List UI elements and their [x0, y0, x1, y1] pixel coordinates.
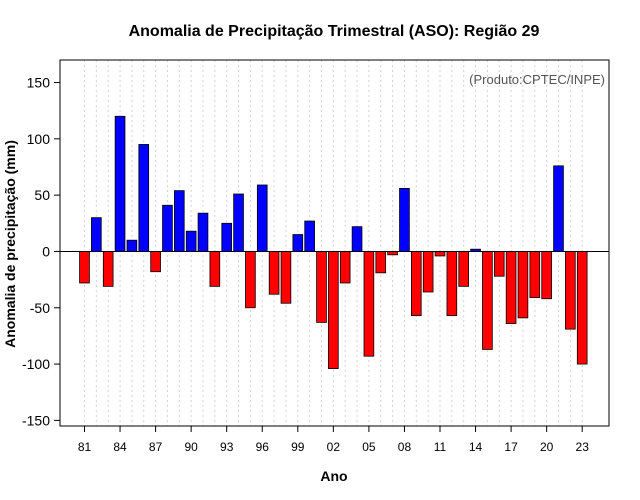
bar-1984: [114, 115, 126, 252]
bar-1994: [233, 193, 244, 252]
y-tick-label: -50: [30, 300, 50, 316]
bar-1987: [150, 251, 161, 273]
x-tick-label: 17: [504, 440, 518, 454]
x-axis: 81 84 87 90 93 96 99 02 05 08 11 14 17 20 23: [78, 426, 589, 454]
x-tick-label: 08: [398, 440, 412, 454]
bar-1993: [221, 222, 233, 252]
x-tick-label: 81: [78, 440, 92, 454]
bar-2013: [458, 251, 469, 287]
bar-2003: [339, 251, 351, 284]
bar-2001: [316, 251, 327, 323]
bar-2020: [541, 251, 552, 300]
x-tick-label: 93: [220, 440, 234, 454]
bar-2015: [482, 251, 493, 350]
y-tick-label: -100: [22, 356, 50, 372]
bar-1989: [173, 190, 185, 252]
grid-lines: [84, 60, 583, 426]
bar-2004: [351, 226, 363, 252]
bar-2009: [410, 251, 422, 317]
y-tick-label: 0: [42, 243, 50, 259]
x-tick-label: 90: [184, 440, 198, 454]
y-tick-label: 150: [27, 75, 51, 91]
bar-1981: [79, 251, 90, 284]
bar-1983: [102, 251, 114, 287]
x-tick-label: 84: [113, 440, 127, 454]
bar-1996: [256, 184, 268, 252]
bar-1982: [91, 217, 102, 252]
bar-series: [79, 115, 588, 369]
bar-2022: [565, 251, 576, 330]
bar-1995: [245, 251, 256, 309]
bar-2007: [387, 251, 398, 256]
y-tick-label: 100: [27, 131, 51, 147]
bar-1985: [126, 239, 138, 252]
x-tick-label: 05: [362, 440, 376, 454]
bar-2006: [375, 251, 387, 274]
bar-2018: [517, 251, 529, 319]
bar-1986: [138, 144, 150, 252]
y-axis-label: Anomalia de precipitação (mm): [2, 140, 18, 348]
y-tick-label: -150: [22, 412, 50, 428]
bar-2017: [505, 251, 517, 324]
bar-2005: [363, 251, 375, 357]
bar-1992: [209, 251, 221, 287]
bar-2019: [529, 251, 541, 299]
bar-2021: [553, 165, 564, 252]
x-tick-label: 96: [256, 440, 270, 454]
bar-1997: [268, 251, 280, 295]
bar-1999: [292, 234, 304, 252]
bar-2010: [422, 251, 434, 293]
bar-2008: [399, 187, 410, 252]
plot-frame: [59, 59, 610, 427]
x-tick-label: 23: [576, 440, 590, 454]
y-axis: -150 -100 -50 0 50 100 150: [22, 75, 60, 428]
x-tick-label: 99: [291, 440, 305, 454]
x-tick-label: 02: [327, 440, 341, 454]
source-note: (Produto:CPTEC/INPE): [469, 72, 605, 87]
bar-2016: [493, 251, 505, 277]
x-tick-label: 20: [540, 440, 554, 454]
bar-2002: [328, 251, 339, 369]
bar-1988: [162, 204, 173, 252]
chart-title: Anomalia de Precipitação Trimestral (ASO…: [129, 23, 540, 40]
x-tick-label: 87: [149, 440, 163, 454]
bar-2011: [434, 251, 446, 257]
x-tick-label: 14: [469, 440, 483, 454]
bar-2012: [446, 251, 458, 317]
x-tick-label: 11: [434, 440, 447, 454]
y-tick-label: 50: [34, 187, 50, 203]
bar-2000: [304, 220, 315, 252]
bar-1990: [185, 230, 197, 252]
x-axis-label: Ano: [320, 468, 347, 484]
bar-2023: [576, 251, 588, 365]
bar-1991: [197, 212, 209, 252]
bar-1998: [280, 251, 292, 304]
